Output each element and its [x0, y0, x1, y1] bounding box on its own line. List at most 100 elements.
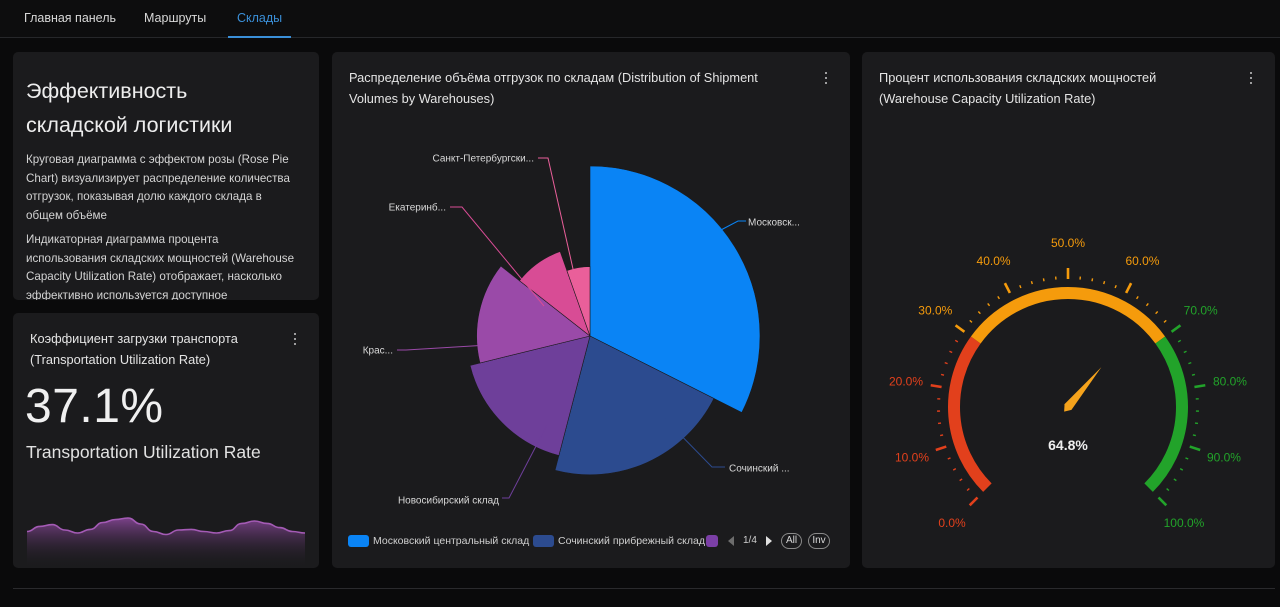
- rose-slice[interactable]: [476, 265, 591, 364]
- rose-label-line: [664, 418, 725, 468]
- gauge-tick-label: 70.0%: [1184, 304, 1218, 318]
- gauge-tick-label: 20.0%: [889, 374, 923, 388]
- rose-chart-title: Распределение объёма отгрузок по складам…: [349, 67, 758, 109]
- legend-swatch: [348, 535, 369, 547]
- gauge-tick: [1114, 284, 1117, 289]
- gauge-title-line: (Warehouse Capacity Utilization Rate): [879, 91, 1096, 106]
- gauge-tick: [1124, 282, 1133, 294]
- gauge-tick: [1091, 278, 1094, 282]
- gauge-tick: [1185, 457, 1189, 460]
- gauge-tick: [952, 468, 957, 471]
- gauge-tick: [1163, 319, 1167, 323]
- tab-warehouses[interactable]: Склады: [228, 0, 292, 38]
- legend-swatch: [706, 535, 718, 547]
- gauge-tick: [1145, 303, 1149, 307]
- rose-slice-label: Новосибирский склад: [398, 495, 499, 507]
- rose-slice[interactable]: [566, 266, 591, 337]
- legend-label: Сочинский прибрежный склад: [558, 535, 705, 547]
- gauge-tick: [969, 319, 973, 323]
- gauge-tick: [1135, 296, 1139, 300]
- gauge-tick: [940, 434, 944, 437]
- text-line: эффективно используется доступное: [26, 288, 228, 301]
- gauge-tick: [966, 488, 970, 492]
- description-card: Эффективность складской логистики Кругов…: [13, 52, 319, 300]
- gauge-tick: [1166, 488, 1170, 492]
- rose-slice[interactable]: [589, 165, 761, 413]
- text-line: отгрузок, показывая долю каждого склада …: [26, 190, 262, 203]
- description-title-line: складской логистики: [26, 113, 233, 137]
- text-line: общем объёме: [26, 208, 107, 222]
- kpi-label: Transportation Utilization Rate: [26, 442, 261, 462]
- rose-slice-label: Сочинский ...: [729, 464, 790, 475]
- gauge-tick: [944, 361, 948, 365]
- gauge-tick: [949, 350, 953, 354]
- gauge-tick: [1157, 496, 1168, 507]
- gauge-band: [1144, 336, 1188, 492]
- pager-prev-icon[interactable]: [726, 533, 736, 549]
- top-navigation: Главная панель Маршруты Склады: [0, 0, 1280, 38]
- gauge-tick: [997, 296, 1001, 300]
- rose-slice[interactable]: [554, 335, 715, 476]
- gauge-tick: [968, 496, 979, 507]
- gauge-tick: [1179, 468, 1184, 471]
- kpi-title: Коэффициент загрузки транспорта (Transpo…: [30, 328, 238, 370]
- gauge-tick: [1155, 311, 1159, 315]
- gauge-tick: [1177, 339, 1182, 343]
- gauge-tick-label: 10.0%: [895, 451, 929, 465]
- gauge-tick: [1103, 281, 1106, 285]
- rose-label-line: [718, 220, 746, 232]
- gauge-card: Процент использования складских мощносте…: [862, 52, 1275, 568]
- rose-slice-label: Крас...: [363, 346, 393, 357]
- rose-legend: Московский центральный склад Сочинский п…: [348, 533, 838, 549]
- rose-slice-label: Екатеринб...: [389, 202, 446, 214]
- description-paragraph-gauge: Индикаторная диаграмма процента использо…: [26, 231, 304, 300]
- tab-dashboard[interactable]: Главная панель: [24, 11, 117, 25]
- gauge-tick-label: 0.0%: [938, 516, 966, 530]
- legend-select-all-button[interactable]: All: [781, 533, 802, 549]
- description-title: Эффективность складской логистики: [26, 74, 232, 142]
- rose-chart-card: Распределение объёма отгрузок по складам…: [332, 52, 850, 568]
- gauge-tick: [1042, 278, 1045, 282]
- gauge-tick: [1188, 361, 1192, 365]
- gauge-tick: [987, 303, 991, 307]
- gauge-tick: [1194, 383, 1206, 389]
- gauge-tick-label: 100.0%: [1164, 516, 1205, 530]
- pager-next-icon[interactable]: [764, 533, 774, 549]
- gauge-chart: 0.0% 10.0% 20.0% 30.0% 40.0% 50.0% 60.0% 70.0% 8…: [889, 236, 1247, 530]
- legend-inverse-button[interactable]: Inv: [808, 533, 830, 549]
- sparkline-area: [27, 518, 305, 568]
- gauge-tick: [1003, 282, 1012, 294]
- legend-label: Московский центральный склад: [373, 535, 530, 547]
- divider: [13, 588, 1275, 589]
- gauge-tick-label: 60.0%: [1125, 254, 1159, 268]
- gauge-tick: [1030, 281, 1033, 285]
- gauge-tick: [1173, 478, 1177, 482]
- gauge-title: Процент использования складских мощносте…: [879, 67, 1156, 109]
- pager-indicator: 1/4: [743, 535, 757, 546]
- gauge-tick: [1170, 324, 1182, 333]
- gauge-tick-label: 90.0%: [1207, 451, 1241, 465]
- rose-slice[interactable]: [519, 251, 591, 337]
- kpi-title-line: (Transportation Utilization Rate): [30, 352, 211, 367]
- tab-routes[interactable]: Маршруты: [144, 11, 207, 25]
- kpi-menu-button[interactable]: [288, 331, 302, 347]
- legend-item-truncated[interactable]: [706, 533, 718, 549]
- legend-item-moscow[interactable]: Московский центральный склад: [348, 533, 530, 549]
- rose-label-line: [450, 206, 545, 307]
- legend-item-sochi[interactable]: Сочинский прибрежный склад: [533, 533, 705, 549]
- gauge-band: [948, 336, 992, 492]
- kpi-title-line: Коэффициент загрузки транспорта: [30, 331, 238, 346]
- gauge-tick-label: 80.0%: [1213, 374, 1247, 388]
- rose-slice[interactable]: [469, 335, 591, 456]
- text-line: Круговая диаграмма с эффектом розы (Rose…: [26, 153, 289, 166]
- gauge-menu-button[interactable]: [1244, 70, 1258, 86]
- text-line: использования складских мощностей (Wareh…: [26, 251, 295, 265]
- legend-swatch: [533, 535, 554, 547]
- gauge-tick: [1189, 445, 1201, 452]
- rose-title-line: Распределение объёма отгрузок по складам…: [349, 70, 758, 85]
- gauge-tick: [1183, 350, 1187, 354]
- gauge-tick: [954, 339, 959, 343]
- rose-slice-label: Санкт-Петербургски...: [432, 153, 534, 165]
- gauge-tick: [930, 383, 942, 389]
- rose-menu-button[interactable]: [819, 70, 833, 86]
